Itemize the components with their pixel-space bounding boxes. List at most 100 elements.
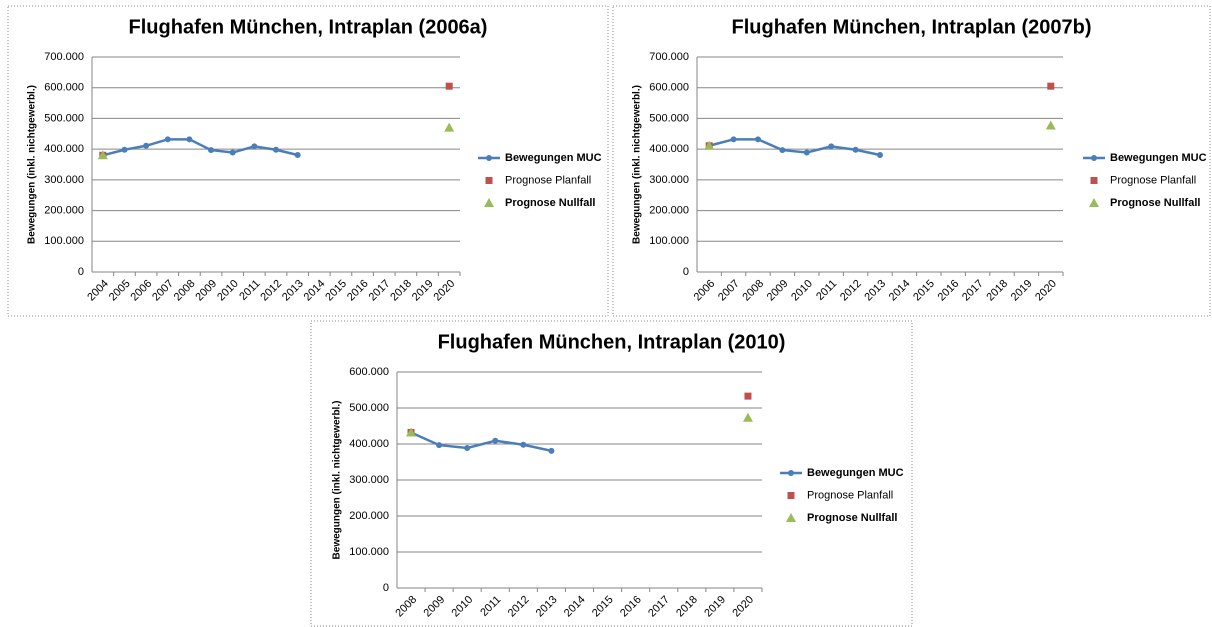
x-tick-label: 2018 — [674, 594, 700, 620]
x-tick-label: 2018 — [388, 278, 414, 304]
chart-frame — [612, 5, 1211, 317]
y-tick-label: 100.000 — [649, 235, 689, 247]
y-tick-label: 300.000 — [44, 174, 84, 186]
point — [97, 150, 108, 160]
legend-label: Prognose Planfall — [1110, 174, 1196, 186]
point — [520, 441, 527, 448]
y-tick-label: 700.000 — [44, 51, 84, 63]
legend-label: Prognose Nullfall — [807, 512, 897, 524]
x-tick-label: 2014 — [562, 594, 588, 620]
x-tick-label: 2009 — [193, 278, 219, 304]
legend-marker — [484, 198, 494, 207]
x-tick-label: 2013 — [280, 278, 306, 304]
x-tick-label: 2011 — [814, 278, 839, 303]
y-tick-label: 400.000 — [649, 143, 689, 155]
x-tick-label: 2008 — [740, 278, 766, 304]
point — [704, 140, 715, 150]
x-tick-label: 2011 — [478, 594, 503, 619]
point — [273, 146, 279, 153]
chart-title: Flughafen München, Intraplan (2007b) — [731, 16, 1091, 38]
x-tick-label: 2015 — [590, 594, 616, 620]
y-tick-label: 0 — [683, 266, 689, 278]
legend-label: Prognose Nullfall — [1110, 197, 1200, 209]
x-tick-label: 2018 — [984, 278, 1010, 304]
chart-frame — [7, 5, 609, 317]
point — [730, 136, 737, 143]
chart-title: Flughafen München, Intraplan (2006a) — [129, 16, 488, 38]
legend-marker — [1090, 177, 1098, 184]
point — [251, 143, 258, 150]
x-tick-label: 2013 — [862, 278, 888, 304]
x-tick-label: 2019 — [410, 278, 436, 304]
y-tick-label: 200.000 — [44, 204, 84, 216]
point — [406, 427, 417, 437]
chart: Flughafen München, Intraplan (2007b) 0 100… — [612, 5, 1211, 317]
series-line — [102, 138, 298, 157]
legend-marker — [485, 177, 493, 184]
chart-frame — [310, 320, 913, 627]
x-tick-label: 2020 — [1033, 278, 1059, 304]
x-tick-label: 2019 — [1009, 278, 1035, 304]
legend-marker — [1089, 198, 1099, 207]
x-tick-label: 2004 — [85, 278, 111, 304]
x-tick-label: 2010 — [450, 594, 476, 620]
series-line — [708, 138, 881, 157]
point — [548, 447, 555, 454]
legend-label: Bewegungen MUC — [505, 152, 602, 164]
point — [208, 147, 215, 154]
point — [436, 442, 443, 449]
y-tick-label: 600.000 — [649, 82, 689, 94]
x-tick-label: 2017 — [367, 278, 393, 304]
x-tick-label: 2008 — [172, 278, 198, 304]
x-tick-label: 2019 — [702, 594, 728, 620]
y-tick-label: 100.000 — [349, 546, 389, 558]
x-tick-label: 2011 — [237, 278, 262, 303]
y-tick-label: 600.000 — [44, 82, 84, 94]
x-tick-label: 2007 — [716, 278, 742, 304]
legend-label: Prognose Nullfall — [505, 197, 595, 209]
legend-marker — [788, 470, 794, 476]
x-tick-label: 2009 — [765, 278, 791, 304]
x-tick-label: 2020 — [432, 278, 458, 304]
x-tick-label: 2016 — [618, 594, 644, 620]
point — [121, 146, 128, 153]
y-tick-label: 500.000 — [44, 112, 84, 124]
legend-marker — [787, 492, 795, 499]
x-tick-label: 2010 — [789, 278, 815, 304]
point — [164, 136, 171, 143]
x-tick-label: 2012 — [506, 594, 532, 620]
x-tick-label: 2013 — [534, 594, 560, 620]
point — [779, 147, 786, 154]
y-tick-label: 300.000 — [649, 174, 689, 186]
x-tick-label: 2010 — [215, 278, 241, 304]
x-tick-label: 2017 — [960, 278, 986, 304]
point — [492, 437, 499, 444]
x-tick-label: 2007 — [150, 278, 176, 304]
legend-label: Prognose Planfall — [505, 174, 591, 186]
legend-marker — [486, 155, 492, 161]
y-tick-label: 300.000 — [349, 474, 389, 486]
y-tick-label: 500.000 — [649, 112, 689, 124]
x-tick-label: 2015 — [911, 278, 937, 304]
y-tick-label: 400.000 — [349, 438, 389, 450]
point — [852, 146, 859, 153]
x-tick-label: 2012 — [258, 278, 284, 304]
point — [755, 136, 761, 143]
y-tick-label: 600.000 — [349, 366, 389, 378]
series-line — [410, 431, 552, 453]
x-tick-label: 2015 — [323, 278, 349, 304]
x-tick-label: 2006 — [128, 278, 154, 304]
legend-marker — [786, 513, 796, 522]
point — [1045, 120, 1056, 130]
point — [143, 142, 150, 149]
y-tick-label: 0 — [78, 266, 84, 278]
point — [1047, 82, 1055, 90]
x-tick-label: 2005 — [107, 278, 133, 304]
y-axis-label: Bewegungen (inkl. nichtgewerbl.) — [332, 401, 343, 560]
x-tick-label: 2009 — [421, 594, 447, 620]
y-tick-label: 200.000 — [649, 204, 689, 216]
y-axis-label: Bewegungen (inkl. nichtgewerbl.) — [632, 85, 643, 244]
x-tick-label: 2006 — [692, 278, 718, 304]
